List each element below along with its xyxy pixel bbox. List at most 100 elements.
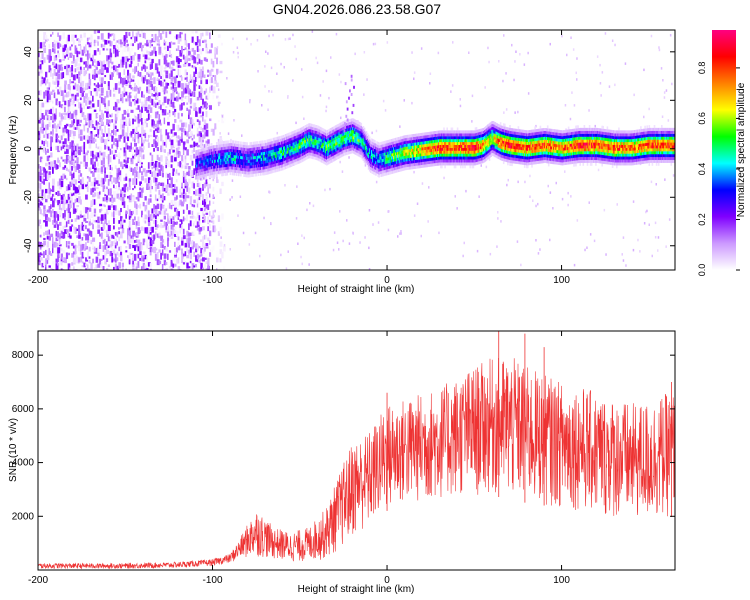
spectrogram-cell — [86, 207, 90, 210]
spectrogram-cell — [355, 128, 357, 132]
spectrogram-cell — [262, 140, 264, 144]
spectrogram-cell — [53, 160, 57, 164]
spectrogram-cell — [308, 132, 310, 135]
spectrogram-cell — [113, 258, 115, 262]
spectrogram-cell — [174, 86, 178, 91]
spectrogram-cell — [296, 143, 299, 147]
spectrogram-cell — [339, 149, 342, 152]
spectrogram-cell — [646, 209, 648, 213]
spectrogram-cell — [253, 156, 256, 160]
spectrogram-cell — [161, 109, 164, 113]
spectrogram-cell — [147, 134, 150, 138]
spectrogram-cell — [90, 262, 93, 270]
spectrogram-cell — [125, 91, 128, 96]
spectrogram-cell — [55, 138, 58, 143]
spectrogram-cell — [130, 36, 133, 40]
spectrogram-cell — [200, 262, 203, 270]
spectrogram-cell — [322, 137, 325, 141]
spectrogram-cell — [39, 252, 43, 256]
spectrogram-cell — [69, 201, 72, 208]
spectrogram-cell — [107, 205, 111, 210]
spectrogram-cell — [132, 128, 135, 134]
spectrogram-cell — [58, 244, 62, 247]
spectrogram-cell — [307, 129, 309, 133]
spectrogram-cell — [127, 234, 129, 240]
spectrogram-cell — [237, 167, 239, 171]
spectrogram-cell — [41, 140, 43, 145]
spectrogram-cell — [154, 68, 157, 75]
spectrogram-cell — [268, 34, 270, 38]
spectrogram-cell — [111, 181, 113, 185]
spectrogram-cell — [67, 106, 71, 114]
spectrogram-cell — [245, 174, 247, 178]
spectrogram-cell — [249, 100, 251, 104]
spectrogram-cell — [271, 164, 274, 168]
spectrogram-cell — [339, 151, 342, 155]
spectrogram-cell — [67, 159, 70, 163]
spectrogram-cell — [188, 124, 191, 131]
spectrogram-cell — [43, 41, 46, 48]
spectrogram-cell — [271, 152, 274, 156]
spectrogram-cell — [330, 130, 332, 134]
spectrogram-cell — [181, 192, 184, 198]
spectrogram-cell — [451, 84, 454, 87]
spectrogram-cell — [237, 170, 239, 174]
spectrogram-cell — [72, 131, 76, 137]
spectrogram-cell — [79, 68, 83, 75]
spectrogram-cell — [88, 218, 91, 226]
spectrogram-cell — [85, 207, 88, 214]
spectrogram-cell — [52, 261, 55, 265]
spectrogram-cell — [65, 70, 69, 76]
spectrogram-cell — [230, 151, 233, 155]
spectrogram-cell — [344, 152, 347, 156]
spectrogram-cell — [132, 36, 134, 43]
spectrogram-cell — [237, 141, 239, 144]
spectrogram-cell — [121, 37, 124, 42]
spectrogram-cell — [58, 59, 62, 63]
spectrogram-cell — [357, 153, 359, 157]
spectrogram-cell — [144, 106, 148, 112]
spectrogram-cell — [257, 161, 260, 165]
spectrogram-cell — [289, 141, 291, 144]
spectrogram-cell — [271, 149, 274, 153]
spectrogram-cell — [195, 156, 197, 160]
spectrogram-cell — [88, 86, 91, 89]
spectrogram-cell — [74, 68, 77, 73]
spectrogram-cell — [206, 173, 209, 177]
spectrogram-cell — [99, 69, 102, 74]
spectrogram-cell — [116, 193, 120, 199]
spectrogram-cell — [106, 268, 109, 270]
spectrogram-cell — [167, 98, 170, 105]
spectrogram-cell — [114, 138, 118, 142]
spectrogram-cell — [135, 239, 138, 243]
spectrogram-cell — [60, 135, 63, 140]
spectrogram-cell — [184, 130, 187, 136]
spectrogram-cell — [48, 93, 51, 100]
spectrogram-cell — [235, 158, 238, 162]
spectrogram-cell — [93, 83, 96, 86]
spectrogram-cell — [196, 258, 199, 263]
spectrogram-cell — [305, 142, 307, 146]
spectrogram-cell — [277, 151, 280, 154]
spectrogram-cell — [272, 158, 275, 162]
spectrogram-cell — [256, 149, 259, 153]
spectrogram-cell — [241, 153, 243, 157]
spectrogram-cell — [209, 78, 212, 83]
spectrogram-cell — [334, 131, 336, 135]
spectrogram-cell — [99, 180, 102, 184]
spectrogram-cell — [224, 169, 226, 173]
spectrogram-cell — [189, 154, 193, 161]
spectrogram-cell — [337, 126, 340, 130]
spectrogram-cell — [53, 241, 57, 248]
spectrogram-cell — [184, 77, 188, 80]
spectrogram-cell — [43, 205, 46, 210]
spectrogram-cell — [39, 50, 43, 57]
spectrogram-cell — [111, 150, 113, 155]
spectrogram-cell — [69, 124, 73, 128]
spectrogram-cell — [195, 159, 197, 162]
spectrogram-cell — [313, 133, 315, 137]
spectrogram-cell — [195, 107, 198, 111]
spectrogram-cell — [161, 82, 164, 87]
spectrogram-cell — [39, 201, 43, 206]
spectrogram-cell — [99, 125, 102, 131]
